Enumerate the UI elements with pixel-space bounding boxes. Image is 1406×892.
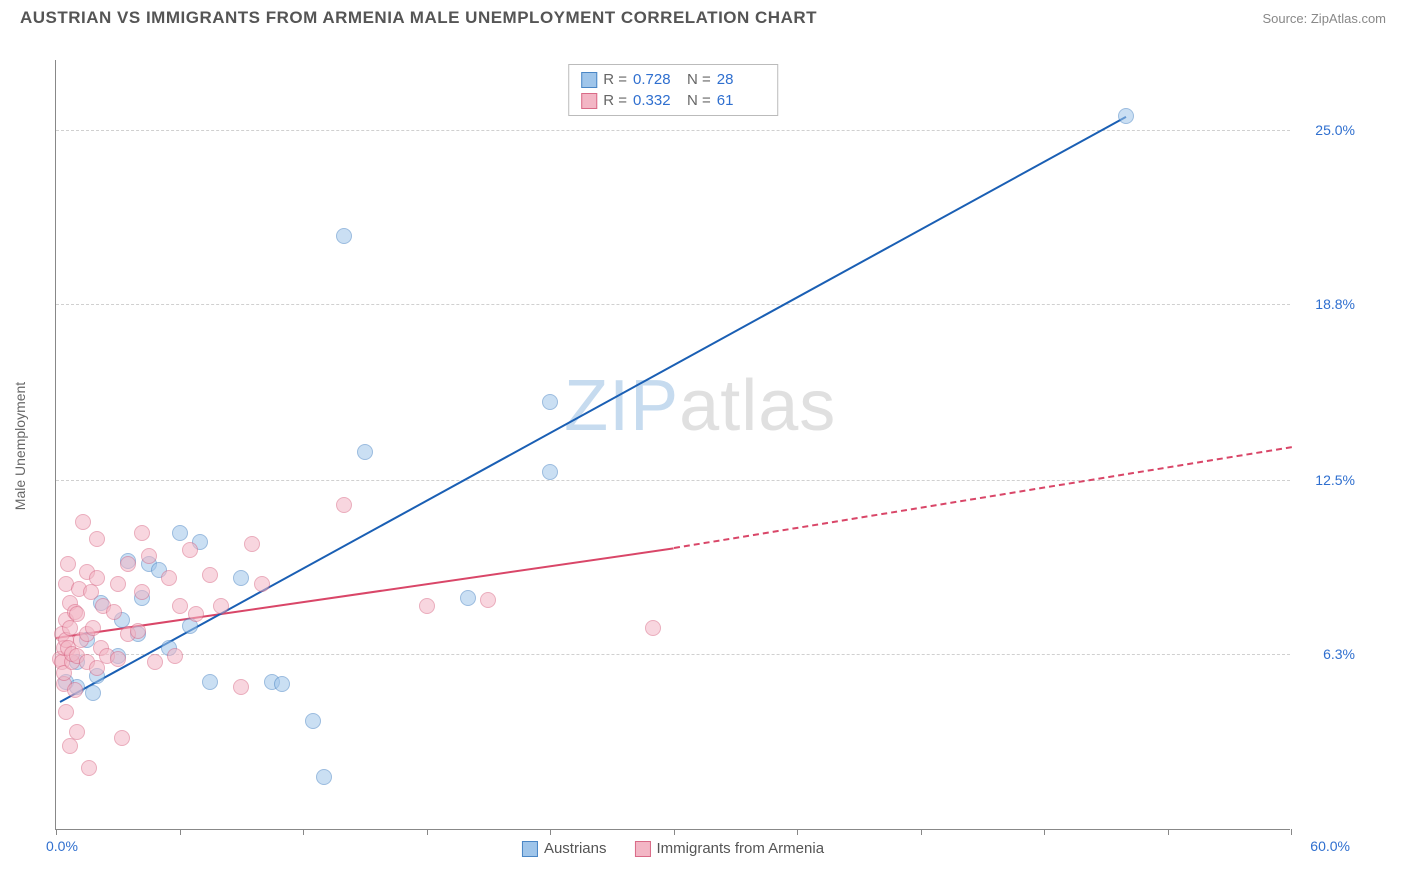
watermark-zip: ZIP <box>564 366 679 446</box>
grid-line <box>56 130 1290 131</box>
n-label: N = <box>687 92 711 109</box>
data-point-austrians <box>542 464 558 480</box>
data-point-immigrants-from-armenia <box>110 576 126 592</box>
legend-swatch-austrians <box>522 841 538 857</box>
data-point-immigrants-from-armenia <box>419 598 435 614</box>
x-axis-min-label: 0.0% <box>46 838 78 854</box>
data-point-immigrants-from-armenia <box>81 760 97 776</box>
data-point-immigrants-from-armenia <box>69 724 85 740</box>
legend-label-austrians: Austrians <box>544 840 607 857</box>
data-point-immigrants-from-armenia <box>213 598 229 614</box>
data-point-immigrants-from-armenia <box>645 620 661 636</box>
y-tick-label: 6.3% <box>1323 646 1355 662</box>
data-point-immigrants-from-armenia <box>62 738 78 754</box>
data-point-immigrants-from-armenia <box>60 556 76 572</box>
scatter-plot-area: ZIPatlas R = 0.728 N = 28 R = 0.332 N = … <box>55 60 1290 830</box>
data-point-immigrants-from-armenia <box>244 536 260 552</box>
data-point-immigrants-from-armenia <box>83 584 99 600</box>
grid-line <box>56 480 1290 481</box>
r-label: R = <box>603 92 627 109</box>
x-tick <box>797 829 798 835</box>
data-point-austrians <box>202 674 218 690</box>
x-tick <box>427 829 428 835</box>
data-point-immigrants-from-armenia <box>167 648 183 664</box>
x-tick <box>550 829 551 835</box>
data-point-immigrants-from-armenia <box>69 606 85 622</box>
watermark-atlas: atlas <box>679 366 836 446</box>
x-tick <box>1168 829 1169 835</box>
data-point-immigrants-from-armenia <box>130 623 146 639</box>
data-point-immigrants-from-armenia <box>114 730 130 746</box>
source-label: Source: ZipAtlas.com <box>1262 11 1386 26</box>
data-point-immigrants-from-armenia <box>67 682 83 698</box>
r-value-immigrants: 0.332 <box>633 92 681 109</box>
data-point-immigrants-from-armenia <box>202 567 218 583</box>
x-tick <box>56 829 57 835</box>
trend-line <box>60 116 1127 703</box>
y-tick-label: 25.0% <box>1315 122 1355 138</box>
r-value-austrians: 0.728 <box>633 71 681 88</box>
x-tick <box>180 829 181 835</box>
data-point-immigrants-from-armenia <box>134 525 150 541</box>
n-value-immigrants: 61 <box>717 92 765 109</box>
data-point-immigrants-from-armenia <box>161 570 177 586</box>
watermark: ZIPatlas <box>564 365 836 447</box>
grid-line <box>56 654 1290 655</box>
legend-item-immigrants: Immigrants from Armenia <box>634 840 824 857</box>
legend-item-austrians: Austrians <box>522 840 607 857</box>
x-tick <box>1291 829 1292 835</box>
data-point-immigrants-from-armenia <box>75 514 91 530</box>
data-point-immigrants-from-armenia <box>106 604 122 620</box>
data-point-immigrants-from-armenia <box>254 576 270 592</box>
y-tick-label: 12.5% <box>1315 472 1355 488</box>
x-axis-max-label: 60.0% <box>1310 838 1350 854</box>
data-point-austrians <box>316 769 332 785</box>
data-point-austrians <box>274 676 290 692</box>
stats-row-austrians: R = 0.728 N = 28 <box>581 69 765 90</box>
data-point-immigrants-from-armenia <box>147 654 163 670</box>
swatch-immigrants <box>581 93 597 109</box>
data-point-austrians <box>305 713 321 729</box>
data-point-austrians <box>172 525 188 541</box>
data-point-immigrants-from-armenia <box>134 584 150 600</box>
data-point-immigrants-from-armenia <box>141 548 157 564</box>
n-label: N = <box>687 71 711 88</box>
data-point-austrians <box>336 228 352 244</box>
data-point-immigrants-from-armenia <box>110 651 126 667</box>
x-tick <box>921 829 922 835</box>
legend-swatch-immigrants <box>634 841 650 857</box>
data-point-immigrants-from-armenia <box>120 556 136 572</box>
chart-title: AUSTRIAN VS IMMIGRANTS FROM ARMENIA MALE… <box>20 8 817 28</box>
data-point-immigrants-from-armenia <box>182 542 198 558</box>
data-point-austrians <box>357 444 373 460</box>
trend-line-dashed <box>673 446 1291 549</box>
data-point-austrians <box>1118 108 1134 124</box>
data-point-immigrants-from-armenia <box>58 704 74 720</box>
correlation-stats-box: R = 0.728 N = 28 R = 0.332 N = 61 <box>568 64 778 116</box>
x-tick <box>1044 829 1045 835</box>
y-axis-label: Male Unemployment <box>12 382 28 510</box>
data-point-austrians <box>542 394 558 410</box>
x-tick <box>303 829 304 835</box>
data-point-immigrants-from-armenia <box>480 592 496 608</box>
data-point-immigrants-from-armenia <box>172 598 188 614</box>
data-point-immigrants-from-armenia <box>336 497 352 513</box>
r-label: R = <box>603 71 627 88</box>
data-point-austrians <box>233 570 249 586</box>
stats-row-immigrants: R = 0.332 N = 61 <box>581 90 765 111</box>
data-point-immigrants-from-armenia <box>188 606 204 622</box>
x-tick <box>674 829 675 835</box>
grid-line <box>56 304 1290 305</box>
y-tick-label: 18.8% <box>1315 296 1355 312</box>
data-point-austrians <box>85 685 101 701</box>
data-point-austrians <box>460 590 476 606</box>
data-point-immigrants-from-armenia <box>85 620 101 636</box>
swatch-austrians <box>581 72 597 88</box>
n-value-austrians: 28 <box>717 71 765 88</box>
data-point-immigrants-from-armenia <box>233 679 249 695</box>
legend-label-immigrants: Immigrants from Armenia <box>656 840 824 857</box>
data-point-immigrants-from-armenia <box>89 531 105 547</box>
data-point-immigrants-from-armenia <box>89 570 105 586</box>
legend: Austrians Immigrants from Armenia <box>522 840 824 857</box>
